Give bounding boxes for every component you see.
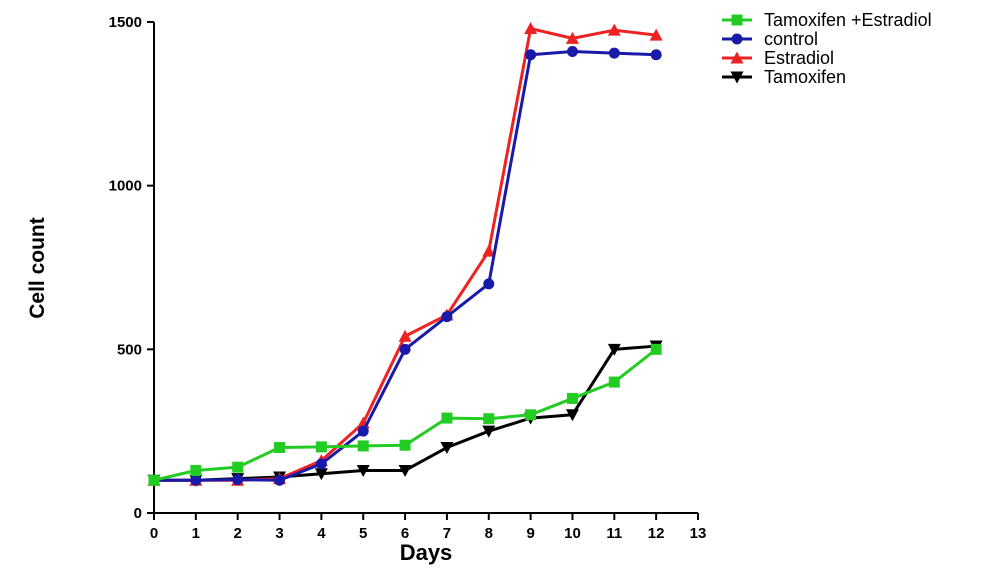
x-tick-label: 9 [526,525,534,542]
y-tick-label: 1500 [109,14,142,31]
data-point [649,28,663,41]
data-point [398,329,412,342]
legend-entry: Tamoxifen +Estradiol [722,10,932,30]
y-axis-title: Cell count [26,217,49,319]
data-point [399,343,411,355]
data-point [190,464,202,476]
x-tick-label: 12 [648,525,665,542]
series-line [153,348,658,482]
legend-marker [731,14,743,26]
data-point [483,278,495,290]
axes [153,22,698,514]
data-point [232,474,244,486]
data-point [315,441,327,453]
legend-label: Tamoxifen [764,67,846,87]
data-point [607,343,621,356]
x-tick-label: 0 [150,525,158,542]
data-point [566,45,578,57]
data-point [483,413,495,425]
data-point [440,442,454,455]
data-point [315,458,327,470]
legend-entry: Estradiol [722,48,834,68]
legend-marker [730,71,744,84]
series-estradiol [147,22,663,486]
data-point [148,474,160,486]
x-tick-label: 2 [234,525,242,542]
y-tick-label: 0 [134,505,142,522]
x-tick-label: 3 [275,525,283,542]
data-point [441,311,453,323]
data-point [399,439,411,451]
x-tick-label: 13 [690,525,707,542]
data-point [608,376,620,388]
legend: Tamoxifen +EstradiolcontrolEstradiolTamo… [722,10,932,87]
data-point [232,461,244,473]
data-point [314,468,328,481]
legend-label: Tamoxifen +Estradiol [764,10,932,30]
data-point [607,23,621,36]
x-tick-label: 6 [401,525,409,542]
x-tick-label: 4 [317,525,326,542]
data-point [565,31,579,44]
legend-label: control [764,29,818,49]
series-line [154,27,657,482]
legend-entry: control [722,29,818,49]
data-point [357,425,369,437]
legend-marker [731,33,743,45]
data-point [524,22,538,35]
x-axis-title: Days [400,540,453,565]
data-point [190,474,202,486]
x-tick-label: 8 [485,525,493,542]
x-tick-label: 7 [443,525,451,542]
data-point [482,244,496,257]
data-point [650,49,662,61]
data-point [274,442,286,454]
legend-label: Estradiol [764,48,834,68]
data-point [482,425,496,438]
series-layer [147,22,663,487]
x-tick-label: 11 [606,525,622,542]
data-point [525,409,537,421]
data-point [565,409,579,422]
y-tick-label: 500 [117,341,142,358]
data-point [608,47,620,59]
x-tick-label: 5 [359,525,367,542]
series-tamoxifen [147,340,663,487]
legend-entry: Tamoxifen [722,67,846,87]
data-point [357,440,369,452]
series-line [154,344,657,482]
x-tick-label: 1 [192,525,200,542]
series-line [154,49,657,482]
data-point [525,49,537,61]
data-point [356,464,370,477]
data-point [274,474,286,486]
data-point [398,464,412,477]
legend-marker [730,51,744,64]
data-point [566,392,578,404]
series-control [148,45,662,486]
series-tamoxifen-estradiol [148,343,662,486]
data-point [441,412,453,424]
x-tick-label: 10 [564,525,581,542]
data-point [650,343,662,355]
y-tick-label: 1000 [109,178,142,195]
